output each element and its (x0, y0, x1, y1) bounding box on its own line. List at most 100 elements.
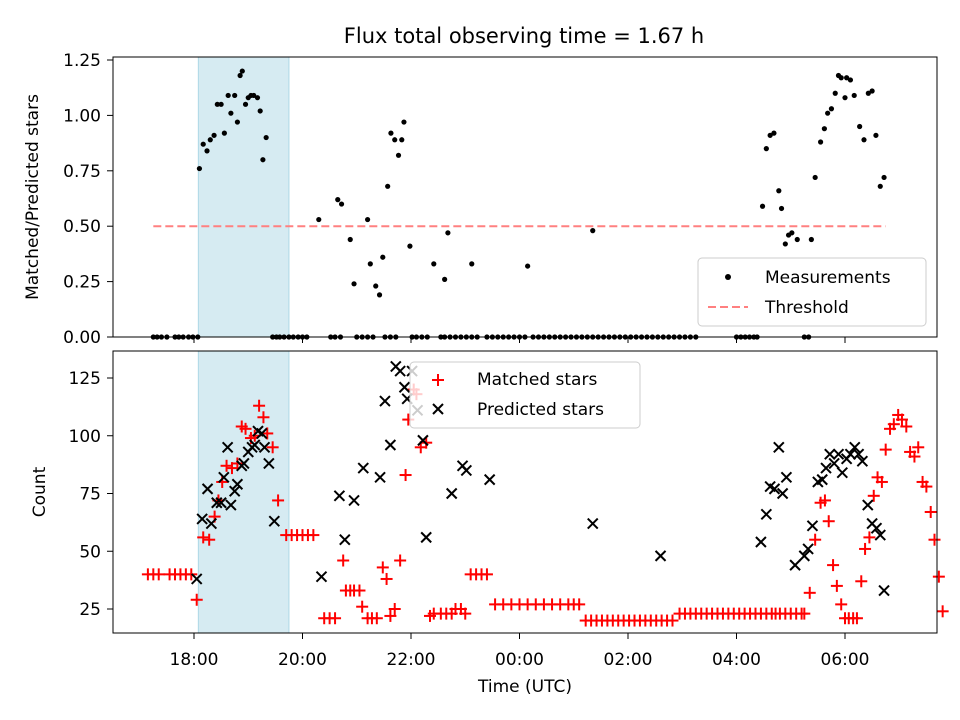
legend-measurements-label: Measurements (765, 268, 891, 288)
measurement-point (445, 230, 451, 236)
matched-star-point (936, 605, 949, 618)
measurement-point (469, 261, 475, 267)
measurement-point (204, 148, 210, 154)
matched-star-point (859, 542, 872, 555)
matched-star-point (197, 531, 210, 544)
predicted-star-point (760, 508, 773, 520)
predicted-star-point (225, 499, 237, 511)
measurement-point (388, 130, 394, 136)
top-y-tick-label: 1.25 (63, 51, 101, 71)
predicted-star-point (874, 529, 886, 541)
bottom-x-tick-label: 02:00 (604, 650, 653, 670)
measurement-point (832, 90, 838, 96)
predicted-star-point (315, 570, 328, 583)
top-y-tick-label: 0.00 (63, 328, 101, 348)
matched-star-point (353, 584, 366, 597)
measurement-point (316, 216, 322, 223)
bottom-panel: 25 50 75 100 125 18:00 20:00 22:00 00:00 02:00 04… (30, 350, 949, 697)
bottom-shaded-span (197, 350, 290, 634)
top-y-tick-label: 0.50 (63, 217, 101, 237)
predicted-star-point (379, 395, 391, 407)
matched-star-point (257, 411, 270, 424)
measurement-point (794, 236, 800, 243)
predicted-star-point (339, 533, 351, 546)
bottom-x-tick-label: 18:00 (170, 650, 219, 670)
matched-star-point (908, 450, 921, 463)
matched-star-point (850, 612, 863, 625)
predicted-star-point (852, 448, 865, 460)
bottom-x-tick-label: 22:00 (387, 650, 436, 670)
predicted-star-point (398, 381, 411, 393)
predicted-star-point (221, 441, 234, 454)
predicted-star-point (820, 462, 832, 474)
matched-star-point (231, 457, 244, 470)
bottom-y-label: Count (30, 466, 50, 517)
predicted-star-point (348, 494, 360, 507)
matched-star-point (835, 598, 848, 611)
matched-star-point (253, 399, 266, 412)
matched-star-point (928, 533, 941, 546)
matched-star-point (895, 413, 908, 426)
matched-star-point (394, 554, 407, 567)
measurement-point (782, 241, 788, 247)
measurement-point (869, 88, 875, 94)
measurement-point (234, 119, 240, 125)
matched-star-point (666, 614, 679, 627)
matched-star-point (266, 441, 279, 454)
measurement-point (225, 92, 231, 99)
measurement-point (365, 216, 371, 223)
measurement-point (842, 95, 848, 101)
matched-star-point (152, 568, 165, 581)
predicted-star-point (755, 536, 767, 548)
measurement-point (232, 92, 238, 99)
matched-star-point (822, 515, 835, 528)
predicted-star-point (780, 471, 793, 484)
measurement-point (877, 183, 883, 189)
matched-star-point (239, 422, 252, 435)
predicted-star-point (211, 497, 223, 509)
measurement-point (257, 108, 263, 114)
measurement-point (260, 157, 266, 163)
predicted-star-point (587, 517, 599, 530)
predicted-star-point (268, 515, 280, 527)
predicted-star-point (258, 441, 271, 454)
predicted-star-point (768, 483, 781, 495)
measurement-point (821, 126, 827, 132)
bottom-axes-frame (112, 350, 938, 634)
measurement-point (407, 243, 413, 249)
matched-star-point (380, 572, 393, 585)
measurement-point (335, 197, 341, 203)
matched-star-point (370, 612, 383, 625)
top-x-ticks (193, 337, 846, 343)
measurement-point (338, 201, 345, 207)
predicted-star-point (256, 427, 268, 440)
measurement-point (759, 203, 766, 209)
measurement-point (263, 134, 269, 141)
predicted-star-point (205, 517, 218, 530)
measurement-point (221, 130, 227, 136)
predicted-star-point (878, 584, 890, 597)
matched-star-point (261, 427, 274, 440)
predicted-star-point (374, 471, 386, 484)
predicted-star-point (856, 455, 869, 467)
matched-star-point (220, 459, 233, 472)
matched-star-point (459, 607, 472, 620)
matched-star-point (900, 420, 913, 433)
bottom-y-tick-label: 25 (79, 600, 101, 620)
predicted-star-point (420, 531, 432, 544)
matched-star-point (855, 575, 868, 588)
predicted-star-point (215, 497, 227, 509)
matched-star-point (337, 554, 350, 567)
matched-star-point (827, 559, 840, 572)
measurement-point (838, 75, 844, 81)
matched-star-point (272, 494, 285, 507)
predicted-star-point (249, 439, 261, 451)
predicted-star-point (357, 462, 369, 474)
measurement-point (778, 205, 785, 212)
bottom-y-tick-label: 125 (69, 369, 101, 389)
legend-matched-marker (432, 374, 444, 386)
measurement-point (851, 92, 857, 99)
top-y-ticks: 0.00 0.25 0.50 0.75 1.00 1.25 (63, 51, 113, 348)
predicted-star-point (816, 473, 828, 486)
